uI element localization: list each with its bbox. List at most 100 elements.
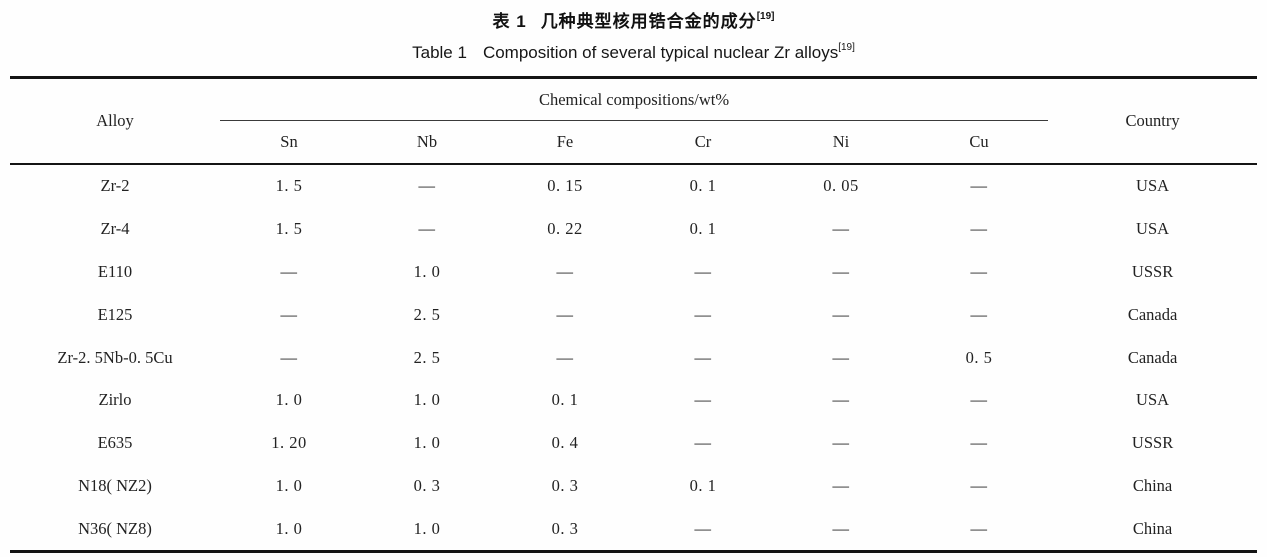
composition-value-cell: 0. 1 <box>689 219 717 239</box>
composition-value-cell: — <box>418 176 436 196</box>
composition-value-cell: 2. 5 <box>413 347 441 367</box>
composition-value-cell: 1. 0 <box>413 261 441 281</box>
alloy-name-cell: Zr-2. 5Nb-0. 5Cu <box>57 347 173 367</box>
element-header-row: Sn Nb Fe Cr Ni Cu <box>10 121 1257 165</box>
composition-value-cell: 0. 1 <box>551 390 579 410</box>
table-body: Zr-2 1. 5 — 0. 15 0. 1 0. 05 — USA Zr-4 1. 5 — 0. 2… <box>10 164 1257 552</box>
composition-value-cell: 1. 20 <box>271 433 307 453</box>
table-row: N36( NZ8) 1. 0 1. 0 0. 3 — — — China <box>10 507 1257 551</box>
country-cell: Canada <box>1127 304 1178 324</box>
composition-value-cell: — <box>280 304 298 324</box>
composition-value-cell: 1. 5 <box>275 176 303 196</box>
composition-value-cell: 0. 3 <box>551 475 579 495</box>
alloy-name-cell: N18( NZ2) <box>78 475 152 495</box>
country-cell: USA <box>1136 219 1170 239</box>
composition-value-cell: — <box>694 390 712 410</box>
column-header-sn: Sn <box>280 132 298 151</box>
composition-value-cell: — <box>280 261 298 281</box>
composition-value-cell: 0. 22 <box>547 219 583 239</box>
composition-value-cell: — <box>970 433 988 453</box>
alloy-name-cell: N36( NZ8) <box>78 518 152 538</box>
composition-value-cell: — <box>694 347 712 367</box>
composition-value-cell: — <box>970 176 988 196</box>
table-row: Zr-2 1. 5 — 0. 15 0. 1 0. 05 — USA <box>10 164 1257 208</box>
alloy-name-cell: Zr-2 <box>100 176 130 196</box>
table-caption-en: Composition of several typical nuclear Z… <box>482 43 839 62</box>
composition-value-cell: — <box>970 261 988 281</box>
table-number-en: Table 1 <box>412 43 467 62</box>
composition-value-cell: 1. 5 <box>275 219 303 239</box>
composition-value-cell: — <box>694 518 712 538</box>
composition-value-cell: 0. 5 <box>965 347 993 367</box>
citation-ref-zh: [19] <box>756 11 775 23</box>
country-cell: USSR <box>1131 433 1174 453</box>
composition-value-cell: — <box>832 518 850 538</box>
country-cell: Canada <box>1127 347 1178 367</box>
table-title-chinese: 表 1 几种典型核用锆合金的成分[19] <box>0 0 1267 32</box>
table-header: Alloy Chemical compositions/wt% Country … <box>10 77 1258 165</box>
alloy-name-cell: E125 <box>97 304 133 324</box>
group-header-row: Alloy Chemical compositions/wt% Country <box>10 77 1257 130</box>
composition-value-cell: — <box>832 261 850 281</box>
composition-value-cell: — <box>832 475 850 495</box>
alloy-name-cell: Zr-4 <box>100 219 130 239</box>
column-header-ni: Ni <box>832 132 850 151</box>
alloy-name-cell: E110 <box>97 261 133 281</box>
table-title-english: Table 1 Composition of several typical nu… <box>0 42 1267 63</box>
composition-value-cell: 1. 0 <box>413 433 441 453</box>
composition-value-cell: 0. 15 <box>547 176 583 196</box>
column-header-country: Country <box>1125 111 1180 130</box>
citation-ref-en: [19] <box>838 42 855 54</box>
composition-value-cell: — <box>832 304 850 324</box>
alloy-name-cell: Zirlo <box>98 390 132 410</box>
table-number-zh: 表 1 <box>492 12 527 31</box>
composition-value-cell: — <box>418 219 436 239</box>
country-cell: USA <box>1136 176 1170 196</box>
composition-value-cell: 1. 0 <box>413 518 441 538</box>
table-row: E110 — 1. 0 — — — — USSR <box>10 251 1257 294</box>
composition-value-cell: 1. 0 <box>275 518 303 538</box>
table-row: N18( NZ2) 1. 0 0. 3 0. 3 0. 1 — — China <box>10 465 1257 508</box>
composition-value-cell: — <box>694 304 712 324</box>
composition-value-cell: 1. 0 <box>413 390 441 410</box>
table-caption-zh: 几种典型核用锆合金的成分 <box>540 12 757 31</box>
column-header-cu: Cu <box>969 132 989 151</box>
composition-value-cell: — <box>556 347 574 367</box>
column-group-header-compositions: Chemical compositions/wt% <box>220 77 1049 121</box>
alloy-name-cell: E635 <box>97 433 133 453</box>
composition-value-cell: 0. 3 <box>551 518 579 538</box>
composition-value-cell: 0. 05 <box>823 176 859 196</box>
composition-value-cell: — <box>694 261 712 281</box>
composition-table: Alloy Chemical compositions/wt% Country … <box>10 76 1258 554</box>
composition-value-cell: — <box>832 219 850 239</box>
country-cell: China <box>1132 518 1173 538</box>
composition-value-cell: 1. 0 <box>275 390 303 410</box>
table-row: E635 1. 20 1. 0 0. 4 — — — USSR <box>10 422 1257 465</box>
composition-value-cell: — <box>832 433 850 453</box>
composition-value-cell: — <box>970 475 988 495</box>
table-row: Zr-4 1. 5 — 0. 22 0. 1 — — USA <box>10 208 1257 251</box>
composition-value-cell: — <box>556 304 574 324</box>
column-header-cr: Cr <box>694 132 712 151</box>
country-cell: USA <box>1136 390 1170 410</box>
composition-value-cell: — <box>970 304 988 324</box>
composition-value-cell: — <box>280 347 298 367</box>
country-cell: China <box>1132 475 1173 495</box>
composition-value-cell: — <box>970 219 988 239</box>
composition-value-cell: — <box>832 347 850 367</box>
composition-value-cell: — <box>556 261 574 281</box>
composition-value-cell: — <box>970 518 988 538</box>
table-row: Zirlo 1. 0 1. 0 0. 1 — — — USA <box>10 379 1257 422</box>
composition-value-cell: — <box>970 390 988 410</box>
composition-value-cell: 2. 5 <box>413 304 441 324</box>
composition-value-cell: — <box>832 390 850 410</box>
column-header-fe: Fe <box>556 132 574 151</box>
composition-value-cell: 1. 0 <box>275 475 303 495</box>
column-header-nb: Nb <box>416 132 438 151</box>
table-row: E125 — 2. 5 — — — — Canada <box>10 293 1257 336</box>
column-header-alloy: Alloy <box>96 111 134 130</box>
country-cell: USSR <box>1131 261 1174 281</box>
composition-value-cell: 0. 4 <box>551 433 579 453</box>
composition-value-cell: 0. 1 <box>689 176 717 196</box>
